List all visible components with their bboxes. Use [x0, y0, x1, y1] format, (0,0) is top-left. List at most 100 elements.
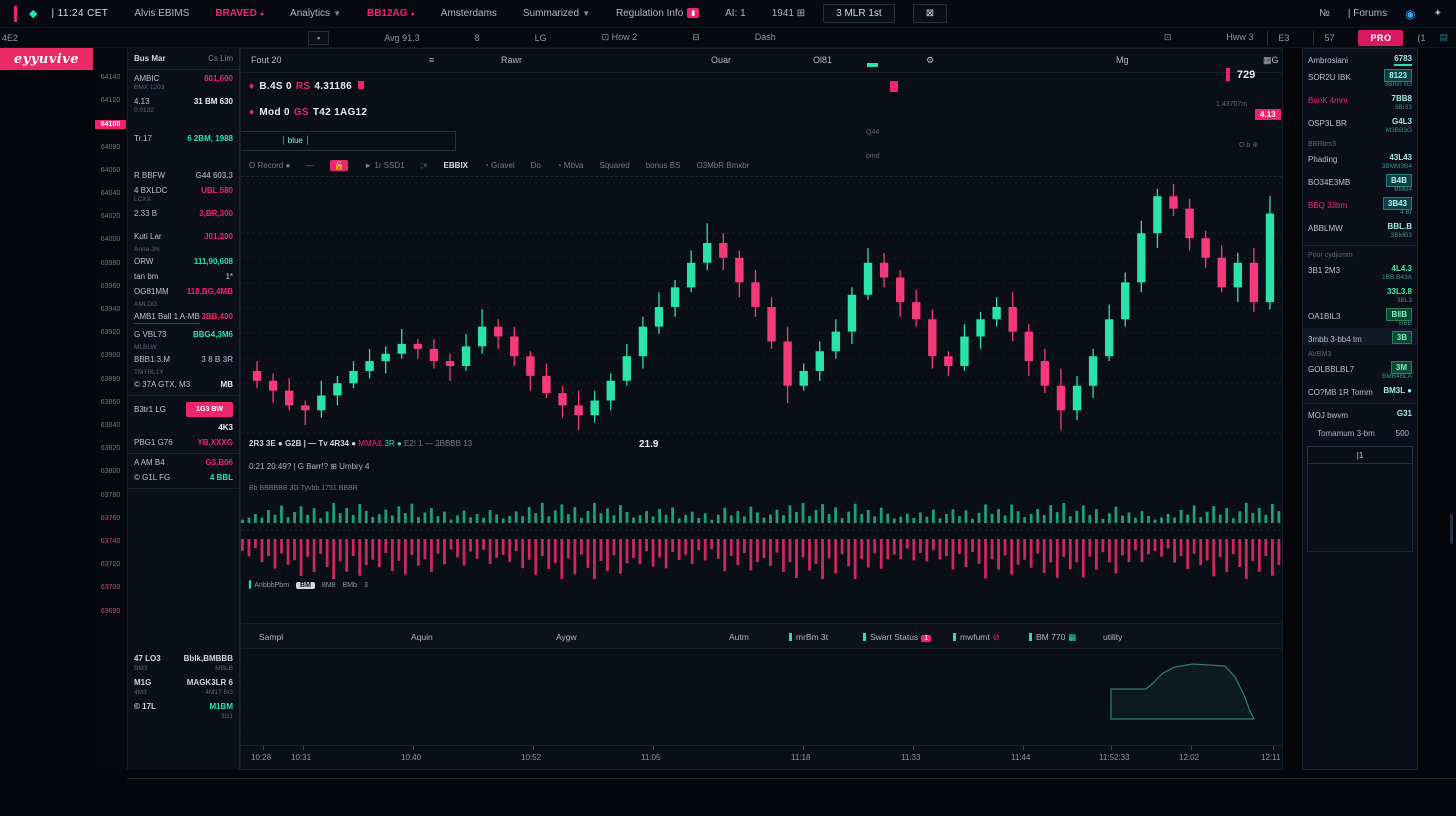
table-row[interactable]: Phading 43L43 3BMM3B4: [1303, 148, 1417, 171]
menu-item-5[interactable]: Summarized ▼: [522, 8, 590, 19]
candlestick-chart[interactable]: [241, 177, 1284, 435]
tab-blue[interactable]: ⏐ blue ⏐: [241, 131, 456, 151]
price-ladder-value[interactable]: 63720: [100, 561, 121, 569]
menu-item-1[interactable]: BRAVED ●: [215, 8, 265, 19]
table-row[interactable]: ABBLMW BBL.B 3BMB3: [1303, 217, 1417, 240]
list-item[interactable]: M1G 4M3 MAGK3LR 6 4M1T BG: [128, 672, 239, 696]
globe-icon[interactable]: ◉: [1405, 6, 1416, 21]
table-row[interactable]: BBQ 33bm 3B43 4 Br: [1303, 194, 1417, 217]
mlr-selector[interactable]: 3 MLR 1st: [823, 4, 895, 23]
depth-profile-chart[interactable]: [241, 649, 1284, 745]
volume-histogram[interactable]: [241, 503, 1284, 579]
toolbar-item-6[interactable]: ◔ Gravel: [484, 161, 515, 170]
pro-button[interactable]: PRO: [1358, 29, 1404, 46]
price-ladder-value[interactable]: 63760: [100, 514, 121, 522]
price-ladder-value[interactable]: 63780: [100, 491, 121, 499]
toolbar-item-2[interactable]: 🔓: [330, 160, 349, 171]
price-ladder-value[interactable]: 64040: [100, 190, 121, 197]
list-item[interactable]: © 17L M1BM 3G1: [128, 696, 239, 720]
table-row[interactable]: AMB1 Ball 1 A-MB 3BB,400: [128, 308, 239, 326]
menu-item-0[interactable]: Alvis EBIMS: [134, 8, 190, 19]
chart-tab-6[interactable]: Mg: [1116, 55, 1129, 65]
tab-e3[interactable]: E3: [1267, 30, 1299, 45]
chart-tab-7[interactable]: ▦G: [1263, 55, 1279, 65]
brand-banner[interactable]: eyyuvive: [0, 48, 93, 70]
chart-tab-2[interactable]: Rawr: [501, 55, 523, 65]
table-row[interactable]: 33L3.8 3BL3: [1303, 282, 1417, 305]
price-ladder-value[interactable]: 64020: [100, 213, 121, 221]
table-row[interactable]: Kuti Lar J01,200: [128, 228, 239, 243]
toolbar-item-5[interactable]: EBBIX: [443, 161, 468, 170]
bottom-tab-2[interactable]: Aygw: [556, 632, 577, 642]
chart-tab-1[interactable]: ≡: [429, 55, 435, 65]
menu-item-4[interactable]: Amsterdams: [440, 8, 497, 19]
table-row[interactable]: CO?MB 1R Tomm BM3L ●: [1303, 381, 1417, 398]
toolbar-item-9[interactable]: Squared: [599, 161, 630, 170]
price-ladder-value[interactable]: 64120: [100, 97, 121, 105]
price-ladder-value[interactable]: 63960: [100, 282, 121, 290]
table-row[interactable]: 3B1 2M3 4L4.3 1BB B43A: [1303, 259, 1417, 282]
price-ladder[interactable]: 64140 64120 64100 64080 64060 64040 64020 64000…: [95, 48, 128, 770]
table-row[interactable]: 4.13 0.0132 31 BM 630: [128, 93, 239, 116]
bottom-tab-0[interactable]: Sampl: [259, 632, 284, 642]
price-ladder-value[interactable]: 63980: [100, 259, 121, 267]
bottom-tab-3[interactable]: Autm: [729, 632, 749, 642]
table-row[interactable]: A AM B4 G3,B06: [128, 454, 239, 469]
table-row[interactable]: GOLBBLBL7 3M BMB4BLA: [1303, 358, 1417, 381]
table-row[interactable]: Tr.17 6 2BM, 1988: [128, 130, 239, 145]
layout-square-button[interactable]: ▪: [308, 30, 330, 45]
price-ladder-value[interactable]: 63920: [100, 329, 121, 337]
trade-button[interactable]: 1G3 BW: [186, 402, 233, 417]
table-row[interactable]: © 37A GTX, M3 MB: [128, 376, 239, 391]
toolbar-item-8[interactable]: ◔ Mbva: [556, 161, 584, 170]
grid-toggle-button[interactable]: ⊠: [912, 4, 948, 23]
subbar-view-1[interactable]: ⊟: [692, 32, 700, 42]
price-ladder-value[interactable]: 63800: [100, 468, 121, 476]
table-row[interactable]: AMBIC BMX 1203 801,600: [128, 70, 239, 93]
chart-tab-4[interactable]: Ol81: [813, 55, 833, 65]
table-row[interactable]: Ambrosiani 6783: [1303, 49, 1417, 66]
toolbar-item-1[interactable]: —: [306, 161, 315, 170]
price-ladder-value[interactable]: 64000: [100, 236, 121, 244]
time-axis[interactable]: 10:28 10:31 10:40 10:52 11:05 11:18 11:33 11:44…: [241, 745, 1282, 770]
bottom-tab-1[interactable]: Aquin: [411, 632, 433, 642]
legend-item-4[interactable]: utility: [1103, 632, 1123, 642]
price-ladder-value[interactable]: 63680: [100, 607, 121, 615]
toolbar-item-0[interactable]: O Record ●: [249, 161, 291, 170]
legend-item-0[interactable]: mrBm 3t: [789, 632, 828, 642]
menu-item-8[interactable]: 1941 ⊞: [771, 8, 806, 19]
table-row[interactable]: © G1L FG 4 BBL: [128, 469, 239, 484]
table-row[interactable]: R BBFW G44 603.3: [128, 167, 239, 182]
table-row[interactable]: 2.33 B 3,BR,300: [128, 205, 239, 220]
price-ladder-value[interactable]: 64060: [100, 166, 121, 174]
price-ladder-value[interactable]: 63740: [100, 538, 121, 545]
price-ladder-value[interactable]: 63940: [100, 306, 121, 313]
toolbar-item-11[interactable]: O3MbR Bmxbr: [696, 161, 750, 170]
legend-item-3[interactable]: BM 770 ▦: [1029, 632, 1076, 643]
price-ladder-value[interactable]: 63840: [100, 422, 121, 429]
price-ladder-value[interactable]: 64140: [100, 74, 121, 81]
menu-item-2[interactable]: Analytics ▼: [290, 8, 341, 19]
price-ladder-value[interactable]: 63880: [100, 375, 121, 383]
toolbar-item-10[interactable]: bonus BS: [645, 161, 681, 170]
menu-item-7[interactable]: AI: 1: [725, 8, 746, 19]
toolbar-item-4[interactable]: ;×: [420, 161, 428, 170]
table-row[interactable]: 4 BXLDC LCXX UBL 580: [128, 182, 239, 205]
tab-57[interactable]: 57: [1313, 30, 1344, 45]
subbar-right-1[interactable]: Hww 3: [1226, 32, 1254, 42]
subbar-view-2[interactable]: Dash: [754, 32, 776, 42]
price-ladder-highlight[interactable]: 64100: [95, 120, 126, 130]
menu-item-3[interactable]: BB12AG ●: [366, 8, 415, 19]
table-row[interactable]: BBB1.3.M 3 8 B 3R: [128, 351, 239, 366]
subbar-view-0[interactable]: ⊡ How 2: [601, 32, 638, 42]
table-row[interactable]: OSP3L BR G4L3 M3BB3G: [1303, 112, 1417, 135]
scrollbar-thumb[interactable]: [1450, 514, 1453, 544]
subbar-right-0[interactable]: ⊡: [1163, 32, 1172, 42]
table-row[interactable]: BO34E3MB B4B BMB4: [1303, 171, 1417, 194]
table-row[interactable]: BanK 4mm 7BB8 3Br33: [1303, 89, 1417, 112]
price-ladder-value[interactable]: 63900: [100, 352, 121, 360]
forums-link[interactable]: | Forums: [1347, 8, 1388, 19]
menu-item-6[interactable]: Regulation Info ▮: [616, 8, 700, 19]
table-row[interactable]: MOJ bwvm G31: [1303, 404, 1417, 421]
table-row[interactable]: SOR2U IBK 8123 3Bmrr B3: [1303, 66, 1417, 89]
